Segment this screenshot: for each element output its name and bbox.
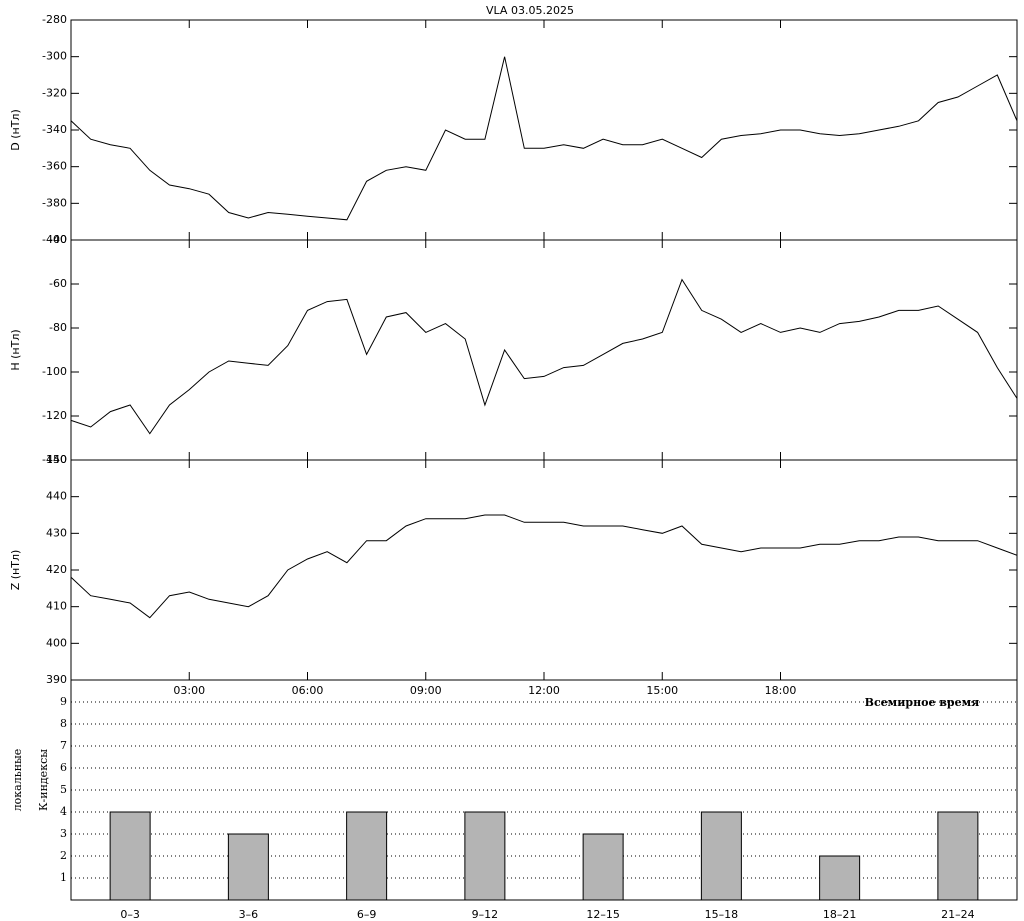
bar (227, 833, 269, 901)
y-tick-label: 6 (60, 761, 67, 774)
y-tick-label: 450 (46, 453, 67, 466)
y-axis-label: К-индексы (37, 749, 50, 811)
y-tick-label: -360 (42, 160, 67, 173)
y-tick-label: 4 (60, 805, 67, 818)
bar (109, 811, 151, 901)
y-tick-label: 410 (46, 600, 67, 613)
x-tick-label: 03:00 (173, 684, 205, 697)
bar (346, 811, 388, 901)
y-tick-label: 3 (60, 827, 67, 840)
plot-frame (70, 239, 1018, 461)
y-tick-label: 8 (60, 717, 67, 730)
x-tick-label: 18–21 (823, 908, 857, 921)
y-tick-label: -280 (42, 13, 67, 26)
x-tick-label: 15:00 (646, 684, 678, 697)
bar (582, 833, 624, 901)
bar (464, 811, 506, 901)
y-tick-label: -100 (42, 365, 67, 378)
y-tick-label: -120 (42, 409, 67, 422)
x-tick-label: 12–15 (586, 908, 620, 921)
y-tick-label: 2 (60, 849, 67, 862)
y-tick-label: -40 (49, 233, 67, 246)
y-tick-label: 430 (46, 526, 67, 539)
x-tick-label: 3–6 (239, 908, 259, 921)
plot-frame (70, 459, 1018, 681)
x-axis-label: Всемирное время (865, 696, 980, 709)
x-tick-label: 18:00 (765, 684, 797, 697)
bar (937, 811, 979, 901)
y-tick-label: 420 (46, 563, 67, 576)
y-axis-label: локальные (11, 749, 24, 812)
y-tick-label: 7 (60, 739, 67, 752)
x-tick-label: 9–12 (472, 908, 499, 921)
x-tick-label: 6–9 (357, 908, 377, 921)
bar (700, 811, 742, 901)
x-tick-label: 06:00 (292, 684, 324, 697)
x-tick-label: 09:00 (410, 684, 442, 697)
y-tick-label: -80 (49, 321, 67, 334)
y-tick-label: 9 (60, 695, 67, 708)
chart-title: VLA 03.05.2025 (486, 4, 574, 17)
y-tick-label: 5 (60, 783, 67, 796)
x-tick-label: 15–18 (705, 908, 739, 921)
y-tick-label: -300 (42, 50, 67, 63)
y-tick-label: -60 (49, 277, 67, 290)
y-tick-label: 440 (46, 490, 67, 503)
y-tick-label: -320 (42, 86, 67, 99)
data-line (70, 278, 1018, 435)
plot-frame (70, 679, 1018, 901)
y-axis-label: D (нТл) (9, 109, 22, 151)
y-axis-label: Z (нТл) (9, 550, 22, 591)
y-tick-label: -400 (42, 233, 67, 246)
data-line (70, 56, 1018, 221)
x-tick-label: 12:00 (528, 684, 560, 697)
x-tick-label: 21–24 (941, 908, 975, 921)
plot-frame (70, 19, 1018, 241)
y-tick-label: -340 (42, 123, 67, 136)
y-tick-label: 390 (46, 673, 67, 686)
x-tick-label: 0–3 (120, 908, 140, 921)
data-line (70, 514, 1018, 619)
y-tick-label: 1 (60, 871, 67, 884)
y-tick-label: 400 (46, 636, 67, 649)
y-tick-label: -380 (42, 196, 67, 209)
y-axis-label: H (нТл) (9, 329, 22, 370)
y-tick-label: -140 (42, 453, 67, 466)
bar (819, 855, 861, 901)
